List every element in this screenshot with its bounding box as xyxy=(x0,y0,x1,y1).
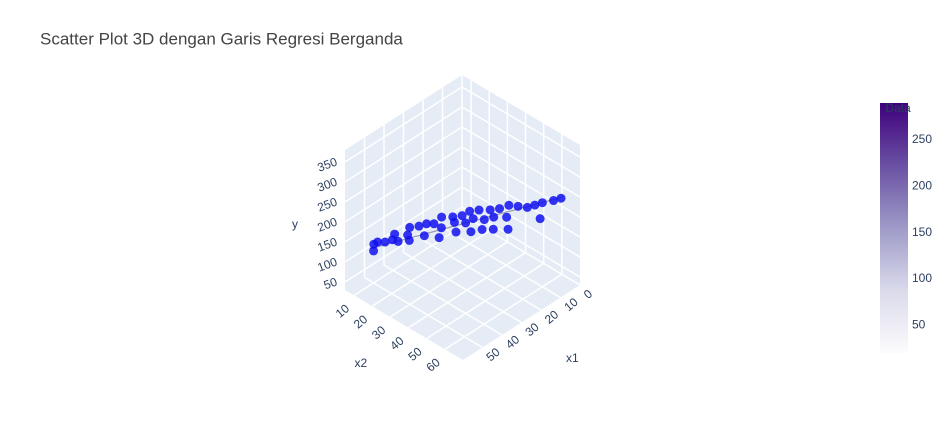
data-point xyxy=(449,217,459,227)
grid-line xyxy=(461,186,581,258)
grid-line xyxy=(426,262,545,340)
data-point xyxy=(461,218,471,228)
colorbar-tick-label: 50 xyxy=(912,317,926,331)
grid-line xyxy=(383,264,503,336)
x2-tick-label: 30 xyxy=(369,323,388,343)
y-tick-label: 250 xyxy=(315,195,339,215)
grid-line xyxy=(344,186,463,263)
data-point xyxy=(530,200,540,210)
data-point xyxy=(479,215,489,225)
grid-line xyxy=(353,219,472,297)
colorbar-tick-label: 100 xyxy=(912,271,932,285)
colorbar-tick-label: 150 xyxy=(912,225,932,239)
colorbar-title: Data xyxy=(885,101,911,115)
grid-line xyxy=(461,126,581,198)
data-point xyxy=(502,212,512,222)
chart-title: Scatter Plot 3D dengan Garis Regresi Ber… xyxy=(40,29,403,48)
grid-line xyxy=(461,106,581,178)
y-tick-label: 300 xyxy=(315,175,339,195)
data-point xyxy=(405,222,415,232)
colorbar xyxy=(880,103,908,353)
data-point xyxy=(422,219,432,229)
grid-line xyxy=(461,166,581,238)
grid-line xyxy=(344,166,463,243)
y-tick-label: 150 xyxy=(315,235,339,255)
x1-tick-label: 30 xyxy=(522,320,541,340)
data-point xyxy=(556,193,566,203)
y-tick-label: 50 xyxy=(322,275,340,293)
data-point xyxy=(369,246,379,256)
x2-tick-label: 20 xyxy=(351,312,370,332)
grid-line xyxy=(389,241,508,318)
y-axis-title: y xyxy=(292,217,298,231)
x1-tick-label: 0 xyxy=(581,287,595,302)
data-point xyxy=(537,198,547,208)
data-point xyxy=(466,227,476,237)
y-tick-label: 100 xyxy=(315,255,339,275)
data-point xyxy=(503,224,513,234)
x2-tick-label: 10 xyxy=(333,301,352,321)
x1-tick-label: 50 xyxy=(483,345,502,365)
data-point xyxy=(436,223,446,233)
data-point xyxy=(373,237,383,247)
data-point xyxy=(535,214,545,224)
data-point xyxy=(468,214,478,224)
data-point xyxy=(522,202,532,212)
grid-line xyxy=(344,126,463,203)
x2-tick-label: 40 xyxy=(387,333,406,353)
grid-line xyxy=(403,251,522,324)
y-tick-label: 350 xyxy=(315,155,339,175)
y-tick-label: 200 xyxy=(315,215,339,235)
grid-line xyxy=(461,86,581,158)
data-point xyxy=(393,236,403,246)
grid-line xyxy=(442,226,561,299)
data-point xyxy=(485,205,495,215)
grid-line xyxy=(344,106,463,183)
grid-line xyxy=(344,86,463,163)
data-point xyxy=(419,231,429,241)
x1-axis-title: x1 xyxy=(566,351,579,365)
grid-line xyxy=(461,146,581,218)
grid-line xyxy=(408,252,526,329)
data-point xyxy=(457,211,467,221)
data-point xyxy=(477,225,487,234)
data-point xyxy=(404,235,414,245)
x1-tick-label: 10 xyxy=(561,295,580,315)
data-point xyxy=(489,212,499,222)
data-point xyxy=(474,205,484,215)
x1-tick-label: 20 xyxy=(542,307,561,327)
data-point xyxy=(434,233,444,243)
data-point xyxy=(414,221,424,231)
colorbar-tick-label: 250 xyxy=(912,132,932,146)
data-point xyxy=(429,219,439,229)
x2-axis-title: x2 xyxy=(354,356,367,370)
grid-line xyxy=(444,273,563,350)
colorbar-tick-label: 200 xyxy=(912,179,932,193)
data-point xyxy=(390,229,400,239)
data-point xyxy=(465,206,475,216)
data-point xyxy=(513,201,523,211)
data-point xyxy=(451,227,461,237)
data-point xyxy=(488,224,498,234)
x2-tick-label: 50 xyxy=(405,344,424,364)
data-point xyxy=(380,237,390,247)
grid-line xyxy=(364,276,483,349)
data-point xyxy=(495,204,505,214)
data-point xyxy=(549,196,559,206)
grid-line xyxy=(422,239,542,311)
data-point xyxy=(504,200,514,210)
grid-line xyxy=(371,230,490,307)
grid-line xyxy=(344,146,463,223)
x2-tick-label: 60 xyxy=(424,355,443,375)
data-point xyxy=(437,212,447,222)
x1-tick-label: 40 xyxy=(503,332,522,352)
